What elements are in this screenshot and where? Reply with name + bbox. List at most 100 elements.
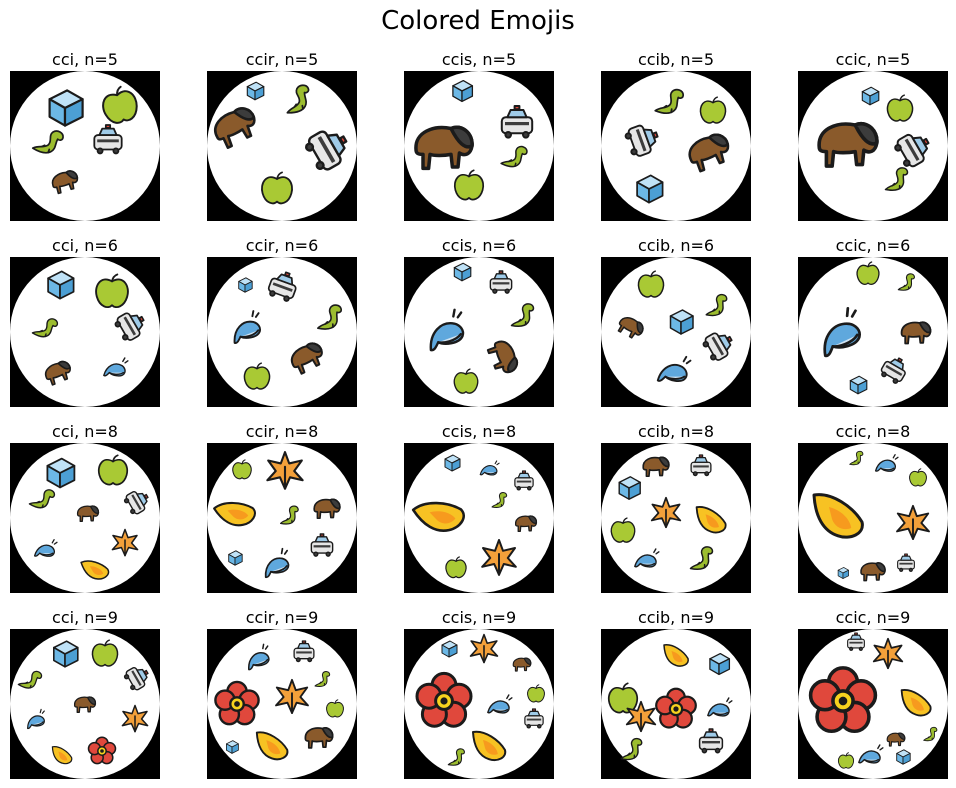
dino-emoji: [31, 318, 59, 338]
dino-emoji: [689, 546, 714, 570]
panel-title: ccir, n=5: [245, 50, 319, 69]
figure-title: Colored Emojis: [381, 6, 575, 36]
ice-emoji: [52, 640, 79, 668]
panel-image: [404, 71, 554, 221]
panel-image: [10, 257, 160, 407]
panel-image: [601, 629, 751, 779]
emoji-panel: ccic, n=6: [798, 235, 948, 407]
emoji-disc-image: [798, 257, 948, 407]
emoji-disc-image: [207, 71, 357, 221]
emoji-disc-image: [404, 257, 554, 407]
apple-emoji: [445, 556, 467, 579]
emoji-panel: ccib, n=8: [601, 421, 751, 593]
whale-emoji: [874, 454, 899, 472]
flame-emoji: [471, 730, 507, 762]
dino-emoji: [884, 167, 909, 191]
apple-emoji: [326, 699, 344, 718]
emoji-panel: ccis, n=6: [404, 235, 554, 407]
bison-emoji: [51, 170, 79, 195]
ice-emoji: [453, 262, 472, 282]
ice-emoji: [837, 567, 849, 579]
emoji-panel: cci, n=9: [10, 607, 160, 779]
emoji-panel: cci, n=5: [10, 49, 160, 221]
panel-image: [10, 71, 160, 221]
police-emoji: [514, 470, 534, 491]
panel-title: ccib, n=8: [637, 422, 715, 441]
flame-emoji: [663, 644, 689, 667]
emoji-panel: ccic, n=8: [798, 421, 948, 593]
emoji-panel: ccis, n=5: [404, 49, 554, 221]
police-emoji: [93, 124, 123, 155]
emoji-panel: ccir, n=9: [207, 607, 357, 779]
police-emoji: [489, 270, 513, 294]
apple-emoji: [527, 684, 545, 703]
police-emoji: [310, 533, 334, 557]
panel-title: ccis, n=5: [441, 50, 517, 69]
flame-emoji: [812, 493, 864, 539]
flower-emoji: [655, 687, 697, 729]
flame-emoji: [213, 501, 256, 527]
emoji-disc-image: [404, 443, 554, 593]
emoji-disc: [207, 443, 357, 593]
emoji-panel: ccir, n=6: [207, 235, 357, 407]
police-emoji: [305, 130, 348, 171]
panel-image: [404, 629, 554, 779]
dino-emoji: [286, 84, 310, 114]
panel-image: [798, 629, 948, 779]
police-emoji: [624, 124, 659, 157]
emoji-disc-image: [601, 443, 751, 593]
dino-emoji: [654, 88, 685, 115]
police-emoji: [702, 332, 733, 361]
bison-emoji: [214, 107, 256, 149]
dino-emoji: [849, 450, 864, 466]
panel-title: ccis, n=9: [441, 608, 517, 627]
bison-emoji: [642, 456, 670, 478]
panel-image: [798, 443, 948, 593]
dino-emoji: [500, 145, 528, 168]
police-emoji: [293, 640, 315, 663]
flame-emoji: [900, 689, 932, 717]
flame-emoji: [255, 731, 289, 761]
whale-emoji: [233, 310, 261, 344]
panel-title: ccic, n=5: [835, 50, 911, 69]
dino-emoji: [314, 671, 331, 687]
panel-image: [10, 629, 160, 779]
whale-emoji: [479, 460, 500, 476]
police-emoji: [880, 357, 906, 384]
police-emoji: [690, 454, 712, 477]
whale-emoji: [634, 548, 660, 568]
ice-emoji: [226, 740, 239, 754]
bison-emoji: [900, 321, 932, 345]
bison-emoji: [313, 498, 341, 520]
panel-image: [207, 443, 357, 593]
dino-emoji: [620, 737, 643, 761]
emoji-panel: cci, n=6: [10, 235, 160, 407]
whale-emoji: [429, 308, 465, 352]
bison-emoji: [886, 732, 906, 747]
bison-emoji: [290, 342, 323, 375]
bison-emoji: [817, 121, 879, 168]
dino-emoji: [28, 489, 56, 509]
emoji-panel: cci, n=8: [10, 421, 160, 593]
ice-emoji: [861, 86, 880, 106]
flower-emoji: [415, 671, 473, 728]
police-emoji: [123, 667, 149, 691]
emoji-disc-image: [10, 257, 160, 407]
emoji-disc-image: [798, 629, 948, 779]
emoji-disc: [798, 257, 948, 407]
dino-emoji: [705, 293, 728, 317]
panel-title: cci, n=5: [52, 50, 118, 69]
ice-emoji: [246, 81, 265, 101]
emoji-disc-image: [404, 629, 554, 779]
flame-emoji: [51, 746, 73, 765]
ice-emoji: [669, 309, 694, 335]
emoji-disc: [10, 71, 160, 221]
apple-emoji: [607, 682, 639, 714]
panel-image: [404, 443, 554, 593]
bison-emoji: [76, 505, 100, 522]
dino-emoji: [279, 505, 299, 525]
apple-emoji: [453, 368, 479, 394]
bison-emoji: [512, 657, 532, 672]
leaf-emoji: [275, 678, 309, 714]
ice-emoji: [46, 457, 76, 489]
